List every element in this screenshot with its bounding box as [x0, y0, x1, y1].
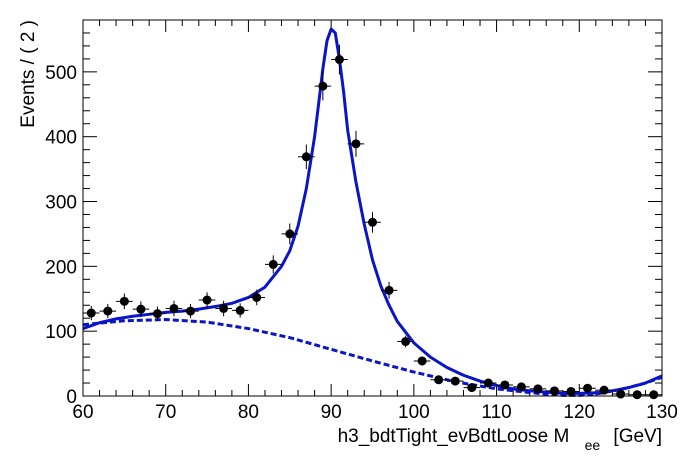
data-point — [516, 382, 526, 392]
y-tick-label: 100 — [45, 322, 77, 343]
data-point — [103, 306, 113, 316]
y-tick-label: 0 — [66, 387, 77, 408]
y-tick-label: 500 — [45, 63, 77, 84]
x-tick-label: 100 — [398, 402, 430, 423]
data-point — [632, 390, 642, 400]
y-tick-labels: 0 100 200 300 400 500 — [45, 63, 77, 408]
data-point — [450, 376, 460, 386]
data-point — [649, 390, 659, 400]
x-tick-label: 80 — [238, 402, 259, 423]
data-point — [549, 386, 559, 396]
data-points — [83, 44, 662, 400]
x-axis-title: h3_bdtTight_evBdtLoose M ee [GeV] — [338, 426, 662, 455]
x-tick-label: 70 — [155, 402, 176, 423]
x-tick-label: 90 — [321, 402, 342, 423]
background-fit-line — [82, 318, 663, 397]
data-point — [434, 375, 444, 385]
data-point — [202, 295, 212, 305]
y-tick-label: 400 — [45, 128, 77, 149]
data-point — [566, 386, 576, 396]
y-tick-label: 200 — [45, 257, 77, 278]
data-point — [351, 139, 361, 149]
data-point — [285, 229, 295, 239]
data-point — [119, 296, 129, 306]
data-point — [483, 378, 493, 388]
x-tick-label: 60 — [72, 402, 93, 423]
plot-frame — [82, 19, 663, 397]
data-point — [500, 380, 510, 390]
data-point — [368, 217, 377, 227]
data-point — [533, 384, 543, 394]
x-tick-label: 120 — [563, 402, 595, 423]
data-point — [384, 285, 394, 295]
y-axis-title: Events / ( 2 ) — [18, 20, 39, 128]
x-axis-title-main: h3_bdtTight_evBdtLoose M — [338, 426, 570, 447]
data-point — [152, 309, 162, 319]
total-fit-curve — [82, 27, 663, 395]
data-point — [599, 385, 609, 395]
data-point — [616, 389, 626, 399]
data-point — [136, 304, 146, 314]
data-point — [318, 81, 328, 91]
x-axis-title-subscript: ee — [585, 437, 601, 453]
data-point — [186, 306, 196, 316]
data-point — [334, 55, 344, 65]
data-point — [86, 308, 96, 318]
x-axis-title-unit: [GeV] — [613, 426, 662, 447]
data-point — [467, 383, 477, 393]
y-tick-label: 300 — [45, 193, 77, 214]
data-point — [252, 292, 262, 302]
data-point — [219, 303, 229, 313]
x-tick-label: 130 — [646, 402, 678, 423]
background-fit-curve — [82, 318, 663, 397]
total-fit-line — [82, 27, 663, 395]
x-tick-labels: 60 70 80 90 100 110 120 130 — [72, 402, 677, 423]
data-point — [169, 303, 179, 313]
data-point — [268, 259, 278, 269]
data-point — [235, 305, 245, 315]
axis-ticks — [82, 19, 663, 397]
data-point — [417, 356, 427, 366]
data-point — [583, 383, 593, 393]
data-point — [401, 337, 411, 347]
data-point — [301, 152, 311, 162]
x-tick-label: 110 — [481, 402, 511, 423]
